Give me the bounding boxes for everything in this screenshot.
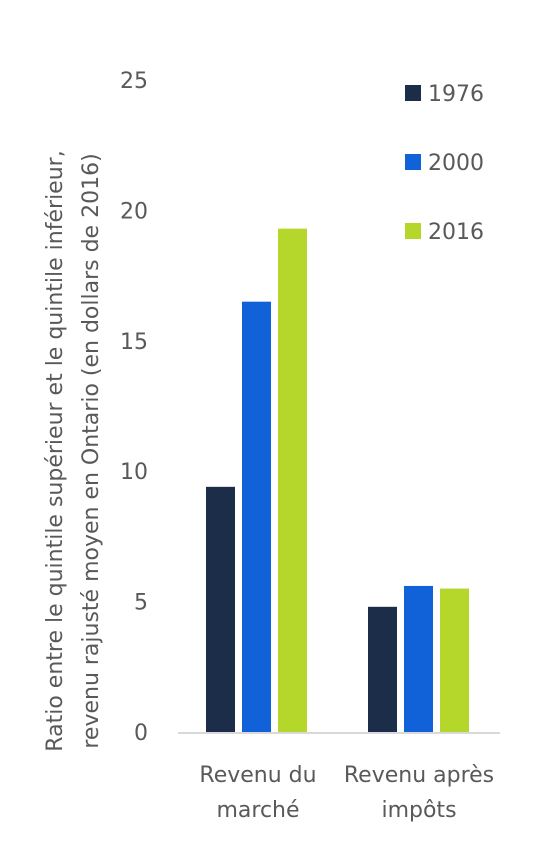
y-tick-label: 10 <box>120 460 148 485</box>
y-tick-label: 15 <box>120 330 148 355</box>
bar-1976-revenu-apres-impots <box>368 606 397 732</box>
x-category-label: Revenu du <box>199 763 316 788</box>
legend: 1976 2000 2016 <box>405 82 484 245</box>
bar-2000-revenu-du-marche <box>242 301 271 732</box>
y-axis-label: Ratio entre le quintile supérieur et le … <box>43 150 104 751</box>
bar-1976-revenu-du-marche <box>206 486 235 732</box>
legend-swatch-2016 <box>405 223 421 239</box>
y-axis-ticks: 0 5 10 15 20 25 <box>120 69 148 746</box>
legend-swatch-1976 <box>405 85 421 101</box>
legend-label-2000: 2000 <box>428 151 484 176</box>
y-axis-label-line: revenu rajusté moyen en Ontario (en doll… <box>79 153 104 748</box>
bar-2016-revenu-apres-impots <box>440 588 469 732</box>
x-category-label: impôts <box>381 798 456 823</box>
y-axis-label-line: Ratio entre le quintile supérieur et le … <box>43 150 68 751</box>
y-tick-label: 25 <box>120 69 148 94</box>
x-category-label: Revenu après <box>344 763 494 788</box>
x-category-label: marché <box>216 798 299 823</box>
x-axis-categories: Revenu du marché Revenu après impôts <box>199 763 494 823</box>
legend-label-1976: 1976 <box>428 82 484 107</box>
y-tick-label: 0 <box>134 721 148 746</box>
bar-2000-revenu-apres-impots <box>404 585 433 732</box>
y-tick-label: 20 <box>120 199 148 224</box>
legend-label-2016: 2016 <box>428 220 484 245</box>
bar-2016-revenu-du-marche <box>278 228 307 732</box>
y-tick-label: 5 <box>134 591 148 616</box>
bars <box>206 228 469 732</box>
legend-swatch-2000 <box>405 154 421 170</box>
